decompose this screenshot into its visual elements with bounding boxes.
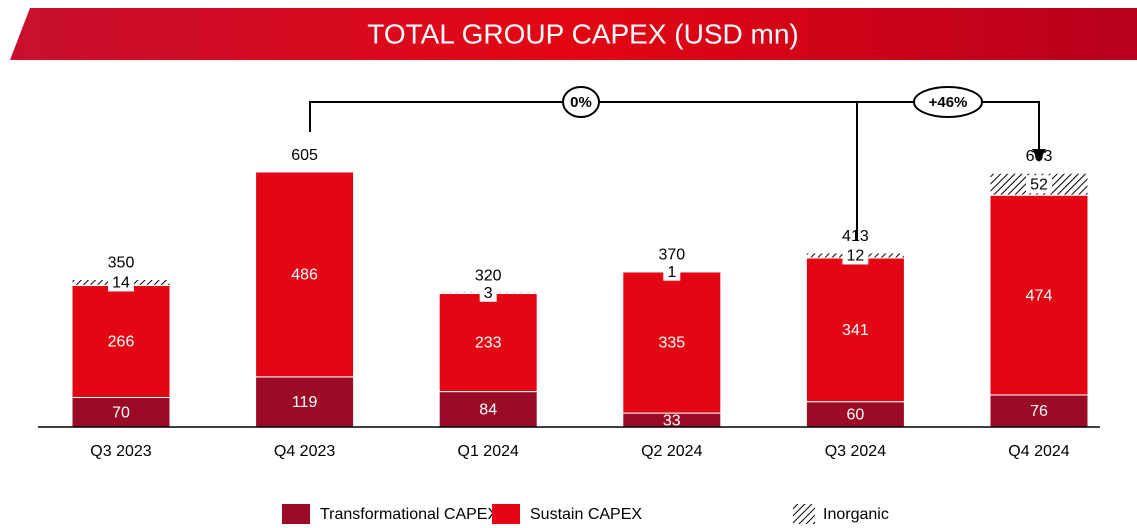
data-label: 233 [475,335,502,352]
data-label: 266 [108,334,135,351]
legend-label: Sustain CAPEX [530,506,642,523]
x-tick-label: Q3 2023 [90,443,151,460]
data-label: 84 [479,402,497,419]
bar-segment [71,284,171,398]
data-label: 52 [1030,176,1048,193]
annotation-bubble [913,86,983,118]
bar-segment [989,194,1089,396]
label-box [663,262,681,281]
x-tick-label: Q4 2024 [1008,443,1069,460]
data-label: 335 [658,335,685,352]
x-tick-label: Q3 2024 [825,443,886,460]
title-banner [10,8,1137,60]
bar-segment [805,257,905,403]
data-label: 60 [847,407,865,424]
data-label: 474 [1026,287,1053,304]
bar-segment [622,271,722,414]
total-label: 413 [842,228,869,245]
label-box [479,283,497,302]
bar-segment [71,396,171,428]
data-label: 1 [667,264,676,281]
x-tick-label: Q4 2023 [274,443,335,460]
total-label: 350 [108,255,135,272]
chart-title: TOTAL GROUP CAPEX (USD mn) [367,18,798,49]
annotation: 0% [570,94,592,111]
data-label: 486 [291,267,318,284]
bracket [309,101,1040,150]
annotation: +46% [929,94,968,111]
label-box [842,246,869,265]
total-label: 320 [475,267,502,284]
x-tick-label: Q2 2024 [641,443,702,460]
x-tick-label: Q1 2024 [458,443,519,460]
data-label: 33 [663,412,681,429]
total-label: 370 [658,246,685,263]
total-label: 603 [1026,148,1053,165]
data-label: 119 [292,394,318,411]
legend-swatch [492,504,520,524]
bar-segment [989,394,1089,428]
data-label: 12 [847,248,865,265]
legend-label: Inorganic [823,506,889,523]
data-label: 14 [112,275,130,292]
data-label: 76 [1030,403,1048,420]
legend-swatch [793,504,815,524]
data-label: 341 [842,322,869,339]
legend-swatch [282,504,310,524]
annotation-bubble [562,86,600,118]
label-box [108,273,134,292]
label-box [1026,175,1052,194]
total-label: 605 [291,147,318,164]
bar-segment [255,171,355,378]
arrow-head [1032,149,1046,162]
data-label: 3 [484,285,493,302]
data-label: 70 [112,404,130,421]
legend-label: Transformational CAPEX [320,506,498,523]
